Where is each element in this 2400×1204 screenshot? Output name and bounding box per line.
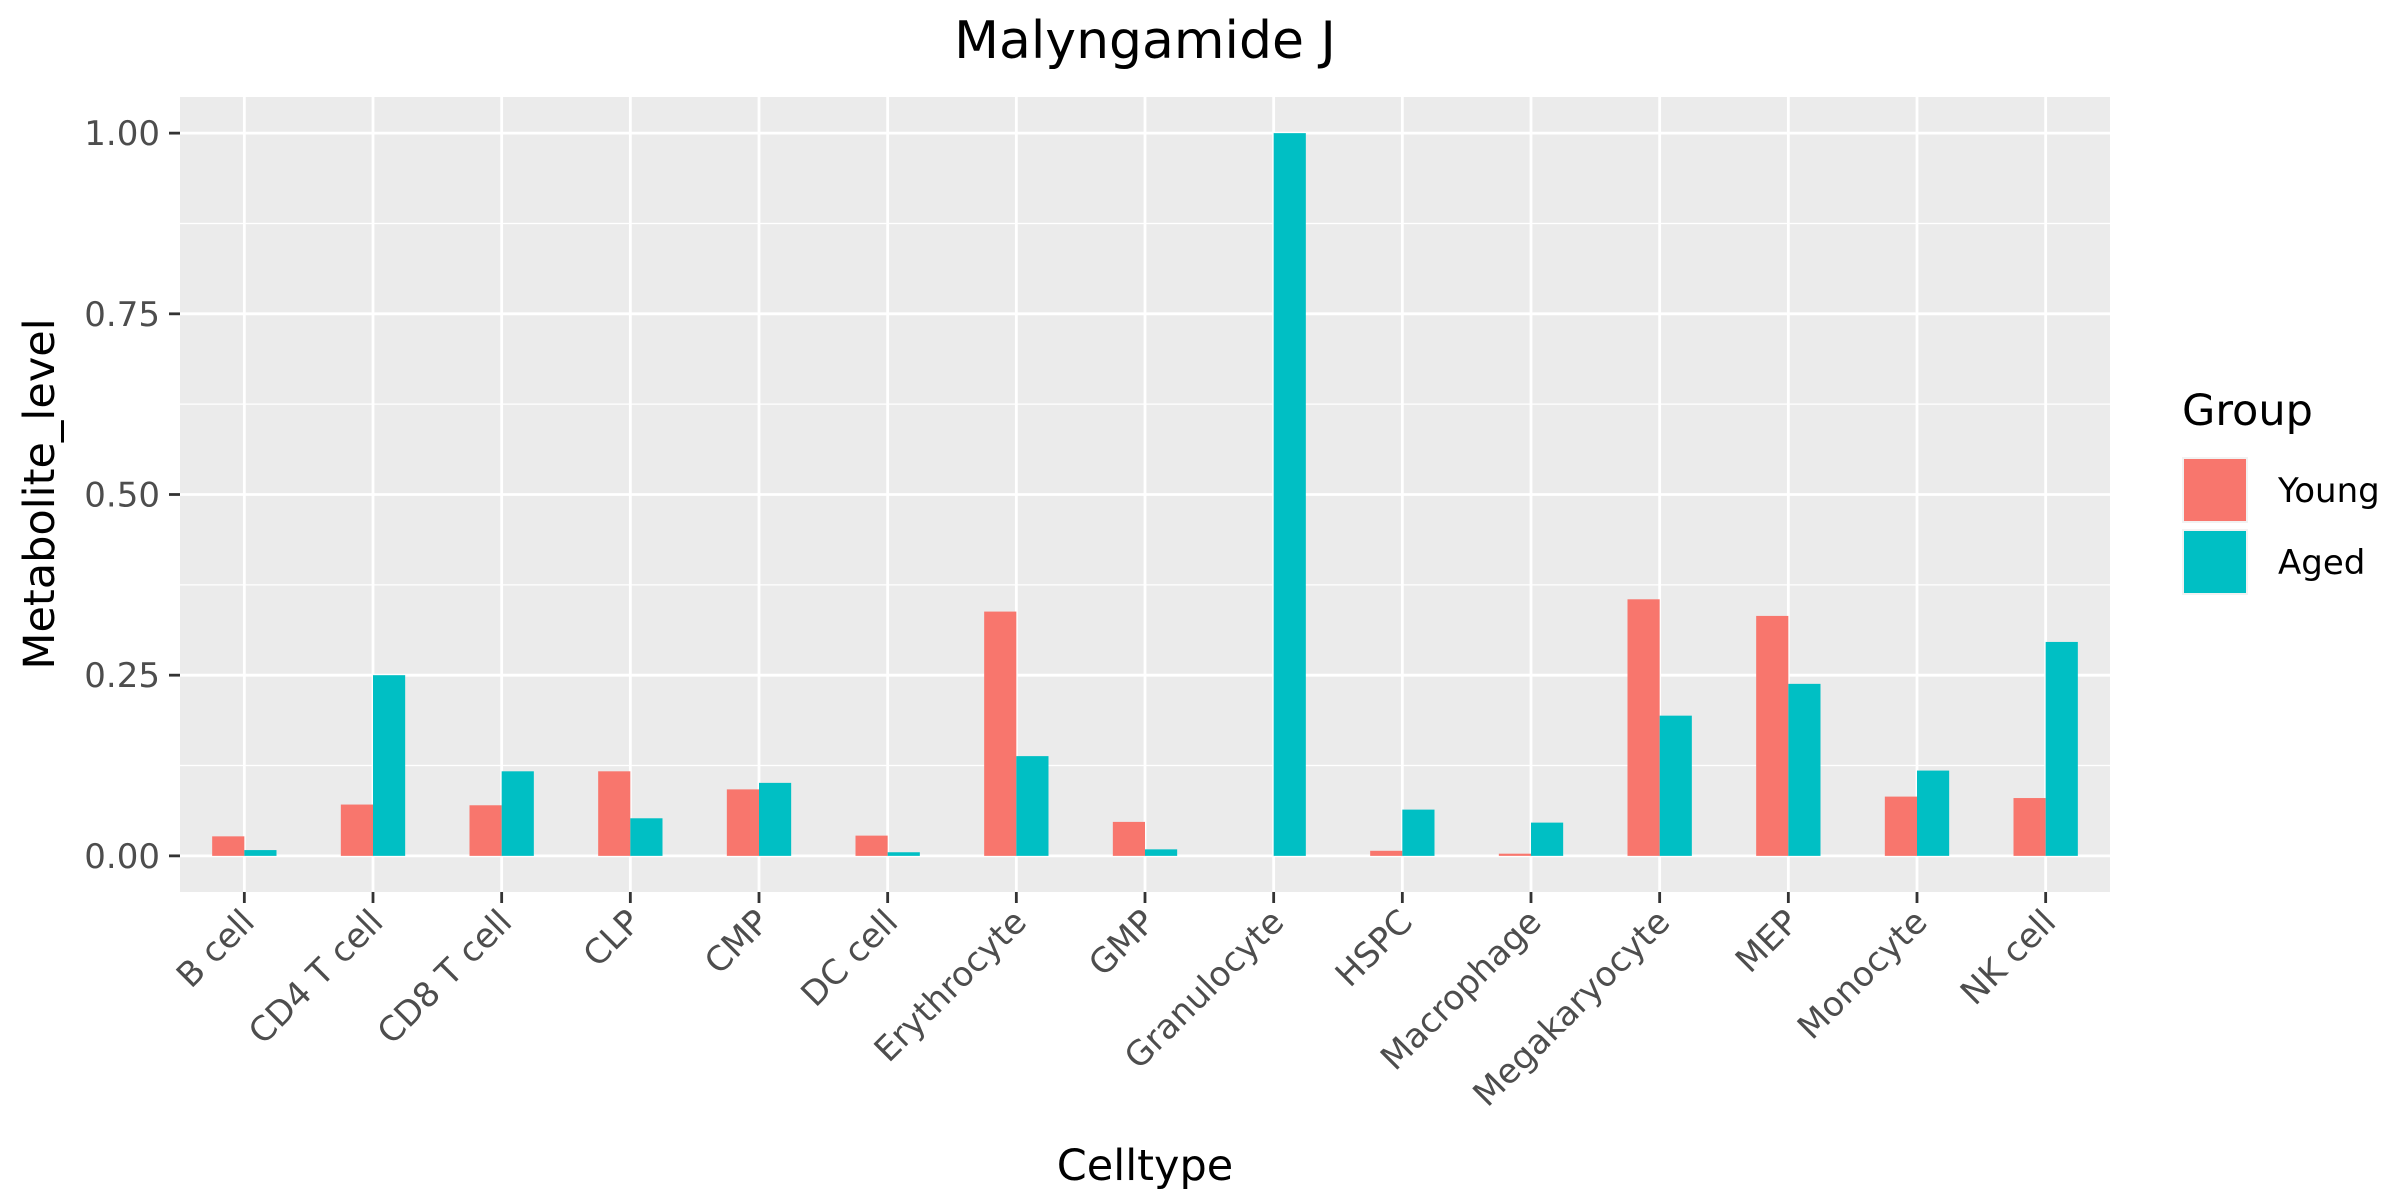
bar-young-cmp xyxy=(726,789,759,856)
bar-aged-cd8-t-cell xyxy=(501,771,534,856)
bar-aged-gmp xyxy=(1145,849,1178,856)
bar-aged-clp xyxy=(630,818,663,856)
bar-aged-nk-cell xyxy=(2045,641,2078,856)
bar-young-mep xyxy=(1756,615,1789,856)
bars-layer xyxy=(212,133,2078,856)
y-tick-label: 0.00 xyxy=(84,837,160,877)
bar-young-cd8-t-cell xyxy=(469,805,502,856)
bar-aged-mep xyxy=(1788,683,1821,856)
x-tick-label: Monocyte xyxy=(1790,902,1935,1047)
bar-aged-cd4-t-cell xyxy=(373,675,406,856)
y-tick-label: 0.25 xyxy=(84,656,160,696)
y-tick-label: 0.75 xyxy=(84,295,160,335)
legend-items: Young Aged xyxy=(2182,457,2380,595)
x-tick-label: B cell xyxy=(169,902,263,996)
bar-young-b-cell xyxy=(212,836,245,856)
legend-label-aged: Aged xyxy=(2278,543,2365,583)
bar-young-dc-cell xyxy=(855,835,888,856)
y-tick-label: 1.00 xyxy=(84,114,160,154)
bar-aged-cmp xyxy=(759,782,792,856)
x-tick-label: CMP xyxy=(697,902,777,982)
bar-aged-granulocyte xyxy=(1273,133,1306,856)
y-tick-label: 0.50 xyxy=(84,476,160,516)
x-axis-title: Celltype xyxy=(1057,1141,1233,1191)
bar-aged-megakaryocyte xyxy=(1659,715,1692,856)
legend-swatch-young xyxy=(2184,459,2246,521)
chart-title: Malyngamide J xyxy=(954,11,1336,71)
bar-young-clp xyxy=(598,771,631,856)
bar-aged-macrophage xyxy=(1531,822,1564,856)
y-axis-title: Metabolite_level xyxy=(15,318,65,669)
bar-aged-b-cell xyxy=(244,850,277,856)
x-tick-label: MEP xyxy=(1728,902,1807,981)
legend-label-young: Young xyxy=(2277,471,2380,511)
bar-young-megakaryocyte xyxy=(1627,599,1660,856)
x-tick-label: GMP xyxy=(1081,902,1163,984)
x-tick-label: CLP xyxy=(576,902,649,975)
x-tick-label: HSPC xyxy=(1328,902,1421,995)
bar-aged-erythrocyte xyxy=(1016,756,1049,856)
x-tick-label: CD8 T cell xyxy=(370,902,520,1052)
bar-aged-hspc xyxy=(1402,809,1435,856)
bar-young-cd4-t-cell xyxy=(340,804,373,856)
bar-young-monocyte xyxy=(1884,796,1917,856)
bar-aged-dc-cell xyxy=(887,852,920,856)
x-tick-label: CD4 T cell xyxy=(241,902,391,1052)
bar-young-nk-cell xyxy=(2013,798,2046,856)
legend: Group Young Aged xyxy=(2182,386,2380,595)
legend-title: Group xyxy=(2182,386,2313,436)
bar-young-erythrocyte xyxy=(984,611,1017,856)
bar-aged-monocyte xyxy=(1917,770,1950,856)
bar-young-hspc xyxy=(1370,850,1403,856)
x-tick-label: DC cell xyxy=(793,902,906,1015)
x-tick-label: NK cell xyxy=(1953,902,2064,1013)
bar-young-macrophage xyxy=(1498,853,1531,856)
bar-young-gmp xyxy=(1112,821,1145,856)
legend-swatch-aged xyxy=(2184,531,2246,593)
